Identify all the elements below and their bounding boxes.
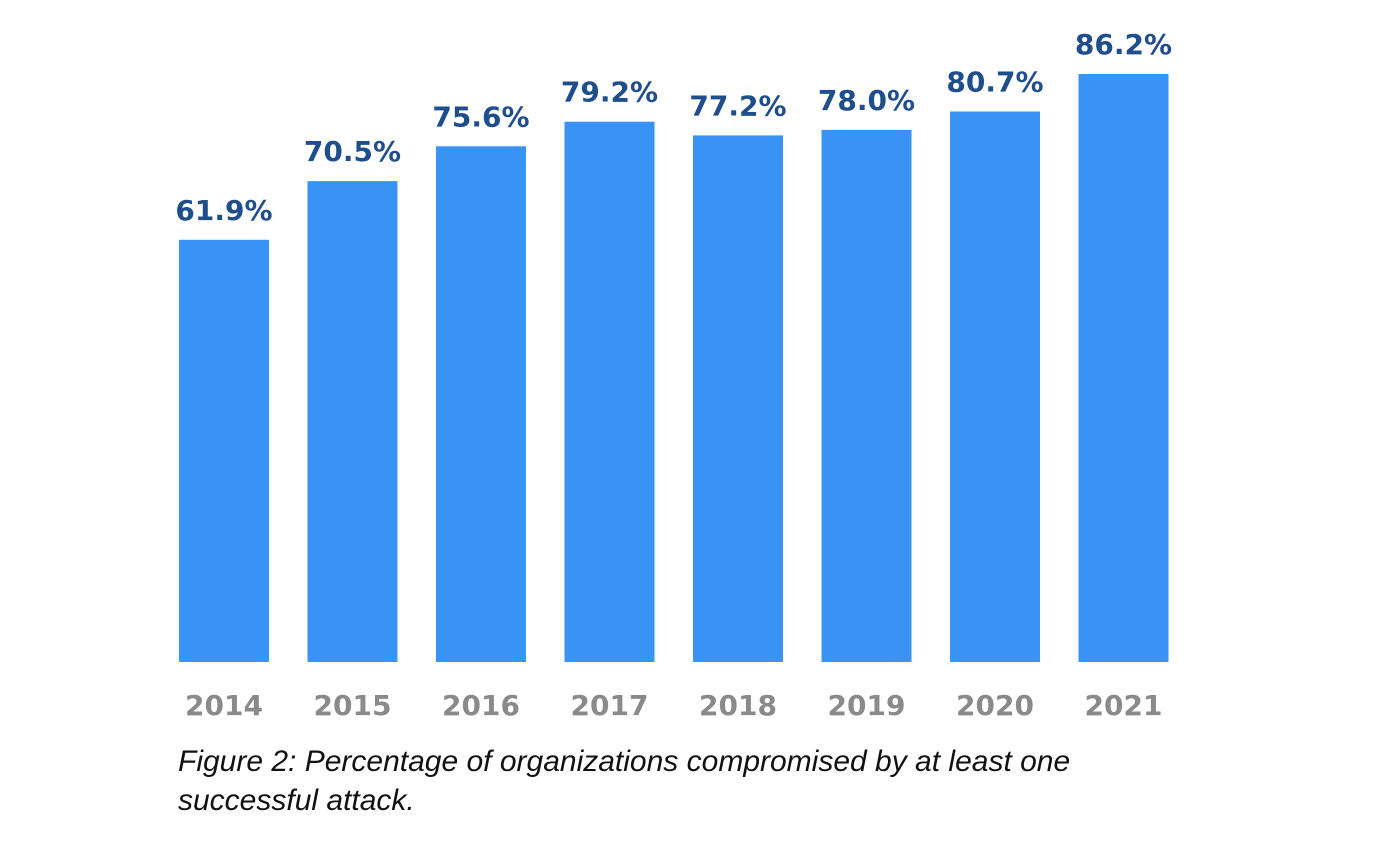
bar-2014 (179, 239, 269, 663)
bar-2021 (1078, 74, 1169, 662)
data-label-2018: 77.2% (689, 89, 786, 122)
x-tick-label-2014: 2014 (185, 689, 263, 722)
bar-2015 (307, 181, 398, 662)
x-tick-label-2020: 2020 (956, 689, 1034, 722)
x-tick-label-2017: 2017 (571, 689, 649, 722)
x-tick-label-2015: 2015 (314, 689, 392, 722)
data-label-2021: 86.2% (1075, 28, 1172, 61)
x-tick-label-2019: 2019 (828, 689, 906, 722)
caption-line-1: Figure 2: Percentage of organizations co… (178, 745, 1071, 778)
bar-2018 (693, 135, 783, 662)
bar-chart: 61.9% 2014 70.5% 2015 75.6% 2016 79.2% 2017 77.2… (175, 28, 1172, 722)
figure-caption: Figure 2: Percentage of organizations co… (178, 742, 1178, 820)
data-label-2014: 61.9% (175, 194, 272, 227)
bar-2016 (436, 146, 526, 663)
bar-2017 (564, 121, 655, 662)
x-tick-label-2016: 2016 (442, 689, 520, 722)
data-label-2019: 78.0% (818, 84, 915, 117)
data-label-2017: 79.2% (561, 76, 658, 109)
caption-line-2: successful attack. (178, 784, 415, 817)
bar-2020 (950, 111, 1040, 662)
data-label-2015: 70.5% (304, 135, 401, 168)
x-tick-label-2021: 2021 (1085, 689, 1163, 722)
data-label-2020: 80.7% (946, 66, 1043, 99)
x-tick-label-2018: 2018 (699, 689, 777, 722)
bar-2019 (821, 129, 912, 662)
data-label-2016: 75.6% (432, 100, 529, 133)
